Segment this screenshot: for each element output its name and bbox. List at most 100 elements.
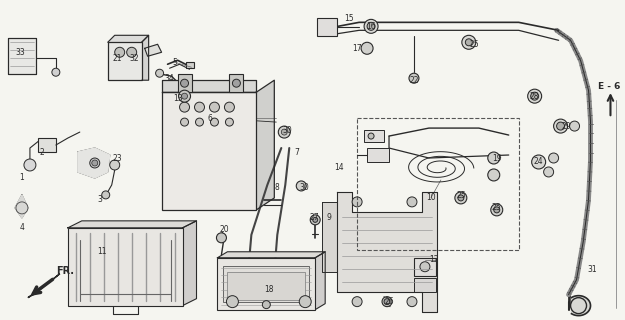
Circle shape bbox=[352, 197, 362, 207]
Text: 26: 26 bbox=[384, 297, 394, 306]
Polygon shape bbox=[162, 80, 256, 92]
Text: 28: 28 bbox=[530, 92, 539, 101]
Circle shape bbox=[466, 39, 472, 46]
Circle shape bbox=[52, 68, 60, 76]
Circle shape bbox=[278, 126, 290, 138]
Circle shape bbox=[549, 153, 559, 163]
Circle shape bbox=[455, 192, 467, 204]
Circle shape bbox=[494, 207, 500, 213]
Polygon shape bbox=[68, 221, 196, 228]
Bar bbox=[217, 258, 315, 310]
Circle shape bbox=[179, 102, 189, 112]
Text: 3: 3 bbox=[98, 196, 102, 204]
Text: 30: 30 bbox=[299, 183, 309, 192]
Polygon shape bbox=[144, 44, 162, 56]
Circle shape bbox=[156, 69, 164, 77]
Circle shape bbox=[491, 204, 502, 216]
Text: 8: 8 bbox=[275, 183, 279, 192]
Circle shape bbox=[361, 42, 373, 54]
Text: 27: 27 bbox=[309, 213, 319, 222]
Circle shape bbox=[462, 35, 476, 49]
Text: 21: 21 bbox=[113, 54, 123, 63]
Bar bbox=[186, 62, 194, 68]
Text: 1: 1 bbox=[19, 173, 24, 182]
Text: 4: 4 bbox=[19, 223, 24, 232]
Bar bbox=[162, 92, 256, 210]
Circle shape bbox=[181, 93, 188, 99]
Bar bbox=[367, 148, 389, 162]
Circle shape bbox=[209, 102, 219, 112]
Circle shape bbox=[232, 79, 241, 87]
Text: 10: 10 bbox=[426, 193, 436, 203]
Polygon shape bbox=[78, 148, 110, 178]
Circle shape bbox=[458, 195, 464, 201]
Circle shape bbox=[196, 118, 204, 126]
Bar bbox=[364, 130, 384, 142]
Text: 6: 6 bbox=[207, 114, 212, 123]
Bar bbox=[68, 228, 182, 306]
Circle shape bbox=[409, 73, 419, 83]
Text: 25: 25 bbox=[456, 191, 466, 200]
Bar bbox=[107, 42, 142, 80]
Circle shape bbox=[181, 79, 189, 87]
Circle shape bbox=[296, 181, 306, 191]
Polygon shape bbox=[571, 296, 591, 316]
Circle shape bbox=[115, 47, 125, 57]
Text: 13: 13 bbox=[173, 94, 182, 103]
Circle shape bbox=[216, 233, 226, 243]
Polygon shape bbox=[256, 80, 274, 210]
Circle shape bbox=[554, 119, 568, 133]
Text: 12: 12 bbox=[429, 255, 439, 264]
Circle shape bbox=[262, 301, 271, 308]
Circle shape bbox=[110, 160, 120, 170]
Circle shape bbox=[299, 296, 311, 308]
Circle shape bbox=[571, 298, 586, 314]
Bar bbox=[224, 266, 309, 302]
Circle shape bbox=[407, 297, 417, 307]
Circle shape bbox=[92, 160, 98, 166]
Bar bbox=[38, 138, 56, 152]
Text: 33: 33 bbox=[15, 48, 25, 57]
Text: 32: 32 bbox=[130, 54, 139, 63]
Bar bbox=[357, 118, 519, 250]
Circle shape bbox=[488, 152, 500, 164]
Circle shape bbox=[382, 297, 392, 307]
Text: 31: 31 bbox=[588, 265, 598, 274]
Bar bbox=[228, 272, 305, 300]
Bar bbox=[318, 18, 337, 36]
Bar bbox=[229, 74, 243, 92]
Text: 11: 11 bbox=[97, 247, 106, 256]
Polygon shape bbox=[28, 274, 60, 298]
Text: 15: 15 bbox=[344, 14, 354, 23]
Circle shape bbox=[488, 169, 500, 181]
Circle shape bbox=[528, 89, 542, 103]
Text: 14: 14 bbox=[334, 164, 344, 172]
Text: 16: 16 bbox=[366, 22, 376, 31]
Text: 9: 9 bbox=[327, 213, 332, 222]
Text: 25: 25 bbox=[469, 40, 479, 49]
Circle shape bbox=[179, 90, 191, 102]
Bar bbox=[414, 258, 436, 276]
Bar bbox=[177, 74, 191, 92]
Circle shape bbox=[24, 159, 36, 171]
Circle shape bbox=[407, 197, 417, 207]
Circle shape bbox=[368, 133, 374, 139]
Bar bbox=[8, 38, 36, 74]
Text: 17: 17 bbox=[352, 44, 362, 53]
Polygon shape bbox=[315, 252, 325, 310]
Circle shape bbox=[364, 19, 378, 33]
Text: 23: 23 bbox=[113, 154, 123, 163]
Polygon shape bbox=[337, 192, 437, 312]
Circle shape bbox=[531, 92, 539, 100]
Circle shape bbox=[557, 122, 564, 130]
Text: 2: 2 bbox=[39, 148, 44, 156]
Text: 30: 30 bbox=[282, 125, 292, 135]
Text: E - 6: E - 6 bbox=[599, 82, 621, 91]
Circle shape bbox=[194, 102, 204, 112]
Text: 20: 20 bbox=[219, 225, 229, 234]
Circle shape bbox=[226, 296, 238, 308]
Text: 18: 18 bbox=[264, 285, 274, 294]
Text: 7: 7 bbox=[295, 148, 300, 156]
Text: 25: 25 bbox=[492, 204, 502, 212]
Circle shape bbox=[102, 191, 110, 199]
